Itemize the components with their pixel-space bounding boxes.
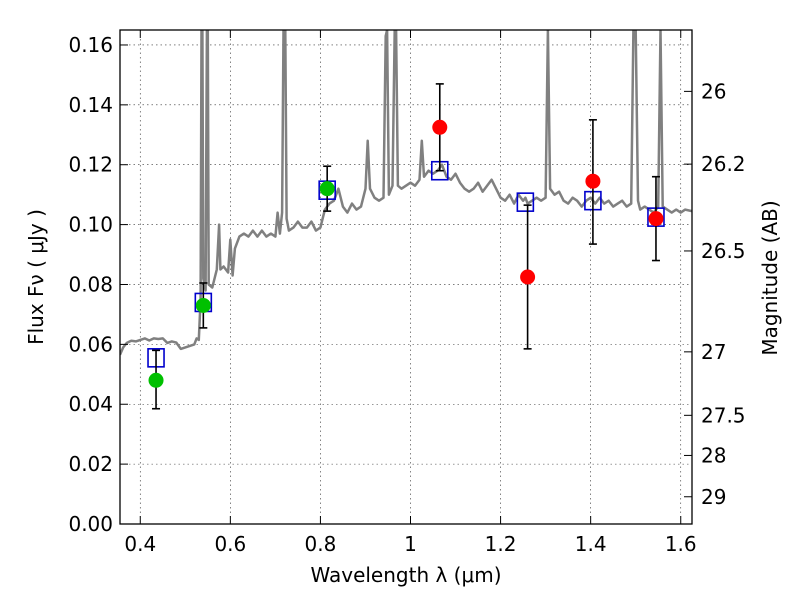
x-tick-label: 1.4 [575,532,607,556]
x-tick-label: 1 [404,532,417,556]
y-tick-label: 0.06 [68,332,113,356]
y-tick-label: 0.16 [68,33,113,57]
spectrum-layer [120,30,692,356]
y-axis: 0.00 0.02 0.04 0.06 0.08 0.10 0.12 0.14 0.16 [68,33,128,536]
x-tick-label: 1.6 [665,532,697,556]
detection-point [148,372,164,388]
observed-point [520,269,536,285]
x-tick-label: 0.8 [305,532,337,556]
plot-frame [119,29,693,525]
y-tick-label: 0.00 [68,512,113,536]
observed-point [648,211,664,227]
y-tick-label: 0.10 [68,213,113,237]
magnitude-tick-label: 27.5 [701,403,746,427]
spectrum-line [120,30,692,356]
magnitude-tick-label: 26 [701,79,726,103]
x-axis: 0.4 0.6 0.8 1 1.2 1.4 1.6 [124,30,697,556]
photometry-layer [148,119,664,388]
model-flux-marker [516,192,535,212]
y-tick-label: 0.02 [68,452,113,476]
x-axis-label: Wavelength λ (μm) [310,563,501,587]
y-tick-label: 0.08 [68,272,113,296]
magnitude-tick-label: 28 [701,443,726,467]
y-axis-label: Flux Fν ( μJy ) [24,209,48,345]
y-tick-label: 0.12 [68,153,113,177]
observed-point [585,173,601,189]
detection-point [195,297,211,313]
magnitude-tick-label: 29 [701,485,726,509]
x-tick-label: 0.6 [214,532,246,556]
detection-point [319,181,335,197]
magnitude-tick-label: 27 [701,340,726,364]
y-tick-label: 0.14 [68,93,113,117]
model-flux-layer [147,160,665,368]
magnitude-axis-label: Magnitude (AB) [758,200,782,355]
x-tick-label: 1.2 [485,532,517,556]
magnitude-tick-label: 26.5 [701,239,746,263]
x-tick-label: 0.4 [124,532,156,556]
observed-point [432,119,448,135]
errorbar-layer [152,83,660,410]
magnitude-axis: 26 26.2 26.5 27 27.5 28 29 [684,79,746,509]
magnitude-tick-label: 26.2 [701,152,746,176]
y-tick-label: 0.04 [68,392,113,416]
